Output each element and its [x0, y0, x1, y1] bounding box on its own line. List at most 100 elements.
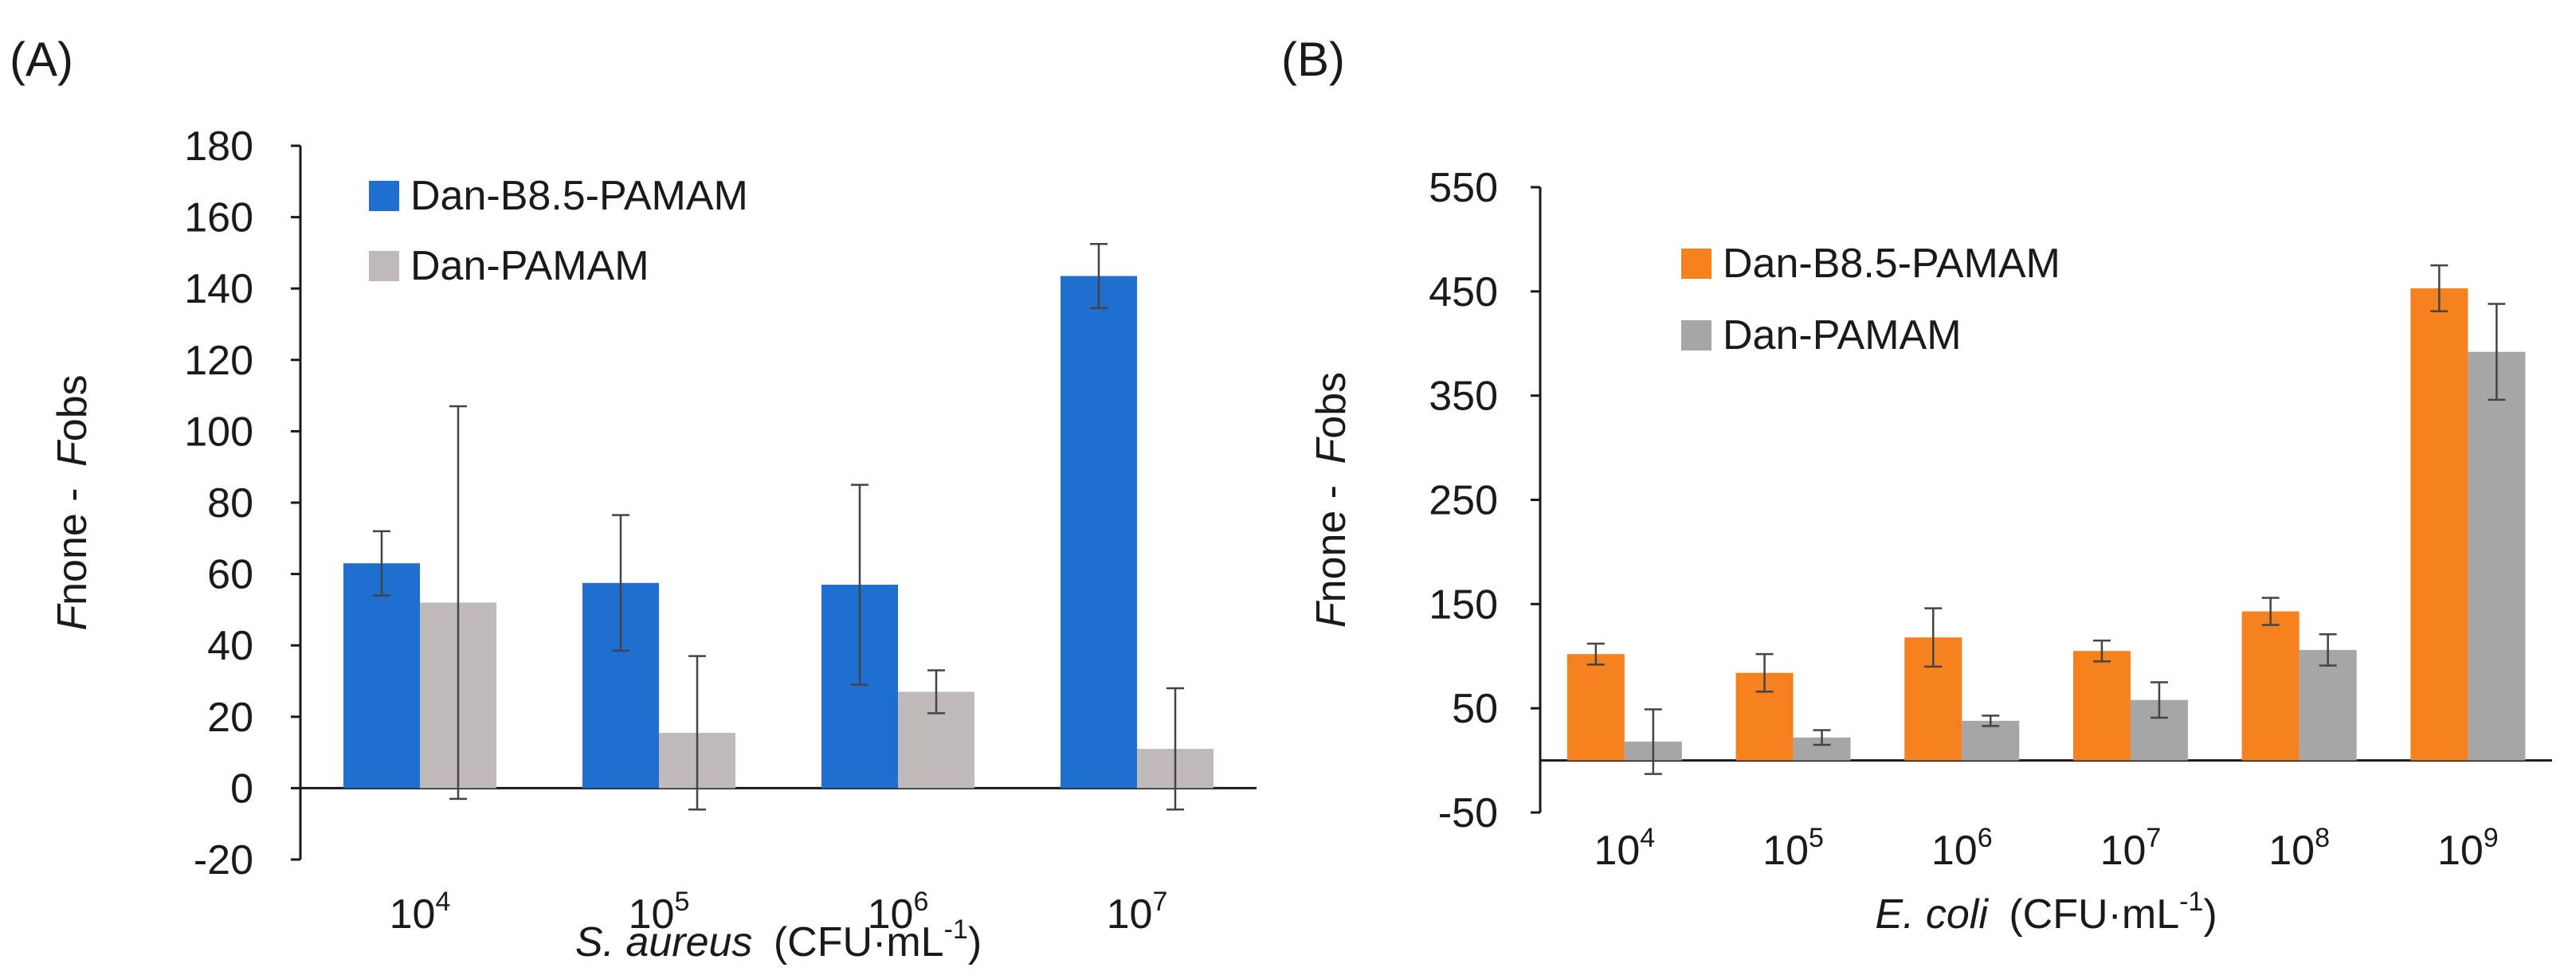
x-tick-label: 106	[868, 887, 929, 938]
bar	[2410, 288, 2468, 761]
x-tick-exponent: 6	[1978, 823, 1993, 853]
y-tick-label: 100	[184, 409, 253, 455]
legend-label: Dan-PAMAM	[1723, 312, 1962, 358]
y-tick-label: 550	[1429, 165, 1498, 211]
x-tick-base: 10	[2437, 828, 2484, 874]
y-tick-value: 40	[207, 623, 253, 669]
x-tick-label: 107	[2100, 823, 2162, 874]
x-tick-label: 105	[1762, 823, 1824, 874]
x-tick-base: 10	[390, 891, 436, 938]
y-tick-value: 450	[1429, 269, 1498, 315]
x-tick-base: 10	[2100, 828, 2147, 874]
bar	[1566, 654, 1625, 761]
legend-label-text: Dan-B8.5-PAMAM	[1723, 241, 2060, 287]
x-tick-exponent: 5	[674, 887, 689, 917]
panel-label-text: (B)	[1281, 33, 1345, 86]
x-label-close: )	[968, 919, 982, 965]
x-label-close: )	[2203, 891, 2217, 938]
bar	[1962, 720, 2020, 761]
legend-swatch	[369, 181, 399, 211]
x-tick-exponent: 4	[435, 887, 450, 917]
legend-label-text: Dan-PAMAM	[1723, 312, 1962, 358]
x-label-organism: E. coli	[1875, 891, 1989, 938]
y-tick-value: 20	[207, 695, 253, 741]
y-tick-value: 150	[1429, 582, 1498, 628]
x-tick-label: 106	[1931, 823, 1993, 874]
x-tick-exponent: 7	[2146, 823, 2161, 853]
x-tick-base: 10	[1931, 828, 1978, 874]
legend-label: Dan-B8.5-PAMAM	[410, 173, 748, 219]
y-tick-label: 450	[1429, 269, 1498, 315]
x-axis-label: S. aureus (CFU·mL-1)	[575, 914, 982, 965]
x-tick-exponent: 7	[1152, 887, 1167, 917]
bar	[2072, 651, 2131, 761]
legend-label-text: Dan-B8.5-PAMAM	[410, 173, 748, 219]
y-tick-value: -50	[1438, 790, 1498, 836]
bar	[2299, 649, 2357, 761]
x-tick-base: 10	[868, 891, 914, 938]
x-tick-label: 108	[2268, 823, 2330, 874]
x-label-exponent: -1	[2179, 887, 2203, 917]
bar	[1061, 276, 1137, 789]
y-label-f1: F	[49, 603, 96, 631]
bar	[2468, 351, 2526, 761]
y-tick-label: 80	[207, 480, 253, 527]
y-tick-value: 50	[1452, 686, 1498, 732]
y-tick-value: 80	[207, 480, 253, 527]
x-tick-base: 10	[1594, 828, 1640, 874]
x-axis-label: E. coli (CFU·mL-1)	[1875, 887, 2217, 938]
legend-swatch	[369, 251, 399, 281]
y-label-obs: obs	[1308, 372, 1355, 439]
y-tick-value: 140	[184, 266, 253, 312]
legend-swatch	[1681, 249, 1711, 279]
y-axis-label: Fnone - Fobs	[49, 374, 96, 630]
x-tick-base: 10	[2268, 828, 2315, 874]
x-tick-exponent: 6	[913, 887, 928, 917]
x-tick-base: 10	[1762, 828, 1809, 874]
legend-label-text: Dan-PAMAM	[410, 243, 649, 289]
y-tick-value: 550	[1429, 165, 1498, 211]
y-tick-label: 250	[1429, 478, 1498, 524]
x-tick-base: 10	[1107, 891, 1153, 938]
y-tick-value: -20	[194, 837, 253, 883]
y-axis-label: Fnone - Fobs	[1308, 372, 1355, 628]
x-tick-label: 107	[1107, 887, 1168, 938]
x-label-exponent: -1	[944, 914, 968, 945]
x-tick-label: 105	[629, 887, 690, 938]
y-tick-value: 120	[184, 338, 253, 384]
legend-label: Dan-PAMAM	[410, 243, 649, 289]
x-tick-label: 109	[2437, 823, 2499, 874]
x-label-unit: (CFU·mL	[1998, 891, 2179, 938]
x-tick-exponent: 5	[1809, 823, 1824, 853]
y-tick-value: 350	[1429, 374, 1498, 420]
y-tick-label: 140	[184, 266, 253, 312]
y-tick-label: 180	[184, 123, 253, 170]
panel-label: (A)	[10, 33, 73, 86]
x-label-unit: (CFU·mL	[762, 919, 943, 965]
x-tick-base: 10	[629, 891, 675, 938]
y-tick-label: 60	[207, 552, 253, 598]
y-label-f2: F	[49, 439, 96, 467]
panel-label-text: (A)	[10, 33, 73, 86]
bar	[2241, 611, 2300, 761]
panel-label: (B)	[1281, 33, 1345, 86]
y-tick-value: 100	[184, 409, 253, 455]
y-tick-label: 350	[1429, 374, 1498, 420]
y-tick-label: -50	[1438, 790, 1498, 836]
y-tick-label: 0	[230, 766, 253, 812]
y-tick-label: 160	[184, 195, 253, 241]
bar	[343, 563, 420, 789]
x-tick-label: 104	[1594, 823, 1655, 874]
y-tick-value: 250	[1429, 478, 1498, 524]
y-tick-label: 40	[207, 623, 253, 669]
x-tick-exponent: 8	[2315, 823, 2330, 853]
x-tick-exponent: 9	[2484, 823, 2499, 853]
y-tick-value: 160	[184, 195, 253, 241]
y-tick-value: 0	[230, 766, 253, 812]
y-tick-label: 20	[207, 695, 253, 741]
y-label-none: none -	[49, 476, 96, 605]
legend-swatch	[1681, 320, 1711, 350]
y-tick-label: 50	[1452, 686, 1498, 732]
x-tick-label: 104	[390, 887, 451, 938]
